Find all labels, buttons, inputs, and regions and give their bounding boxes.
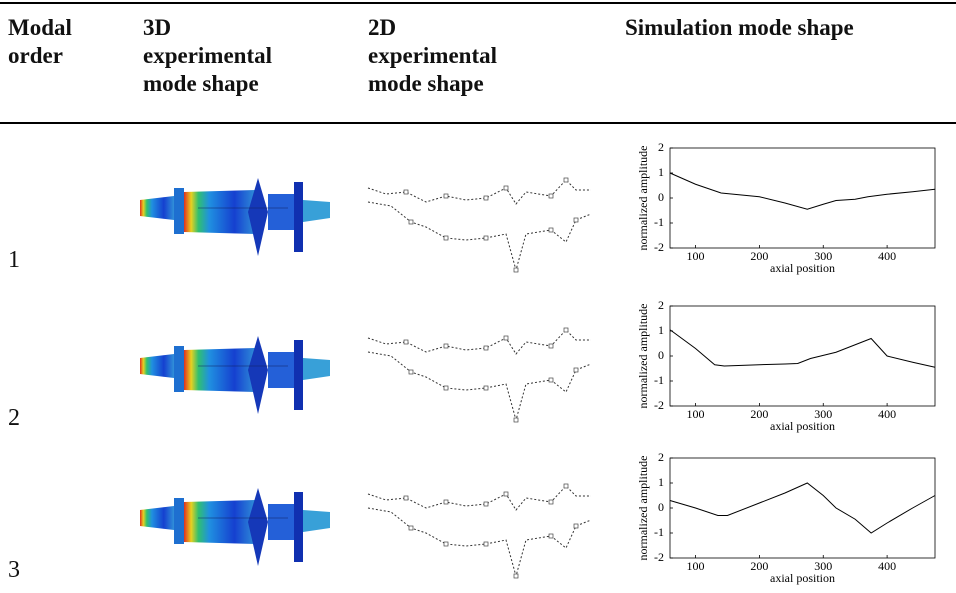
header-cell: Simulation mode shape [625,14,945,42]
top-rule [0,2,956,4]
mode-line [670,483,935,533]
header-cell: 2D experimental mode shape [368,14,518,98]
y-tick-label: -1 [654,525,664,539]
modal-order: 1 [8,247,20,274]
x-axis-label: axial position [770,261,835,275]
y-axis-label: normalized amplitude [636,456,650,561]
y-tick-label: 1 [658,475,664,489]
x-tick-label: 400 [878,249,896,263]
y-tick-label: 0 [658,348,664,362]
header-rule [0,122,956,124]
y-tick-label: 2 [658,143,664,154]
y-tick-label: 0 [658,500,664,514]
3d-mode-shape [138,488,338,568]
x-tick-label: 400 [878,559,896,573]
header-cell: 3D experimental mode shape [143,14,293,98]
modal-order: 2 [8,405,20,432]
x-axis-label: axial position [770,571,835,585]
x-tick-label: 100 [687,407,705,421]
y-tick-label: 1 [658,165,664,179]
x-tick-label: 100 [687,559,705,573]
2d-mode-shape [366,172,596,282]
mode-line [670,173,935,209]
plot-frame [670,148,935,248]
y-tick-label: -1 [654,215,664,229]
y-tick-label: 2 [658,453,664,464]
mode-line [670,330,935,368]
y-tick-label: -2 [654,398,664,412]
y-axis-label: normalized amplitude [636,146,650,251]
2d-mode-shape [366,478,596,588]
modal-order: 3 [8,557,20,584]
2d-mode-shape [366,322,596,432]
x-tick-label: 200 [750,407,768,421]
plot-frame [670,306,935,406]
x-tick-label: 100 [687,249,705,263]
3d-mode-shape [138,336,338,416]
x-tick-label: 200 [750,559,768,573]
plot-frame [670,458,935,558]
y-axis-label: normalized amplitude [636,304,650,409]
y-tick-label: -1 [654,373,664,387]
y-tick-label: -2 [654,550,664,564]
page: Modal order 3D experimental mode shape 2… [0,0,956,592]
x-tick-label: 200 [750,249,768,263]
y-tick-label: 2 [658,301,664,312]
x-axis-label: axial position [770,419,835,433]
3d-mode-shape [138,178,338,258]
header-cell: Modal order [8,14,88,70]
y-tick-label: 0 [658,190,664,204]
y-tick-label: -2 [654,240,664,254]
x-tick-label: 400 [878,407,896,421]
y-tick-label: 1 [658,323,664,337]
